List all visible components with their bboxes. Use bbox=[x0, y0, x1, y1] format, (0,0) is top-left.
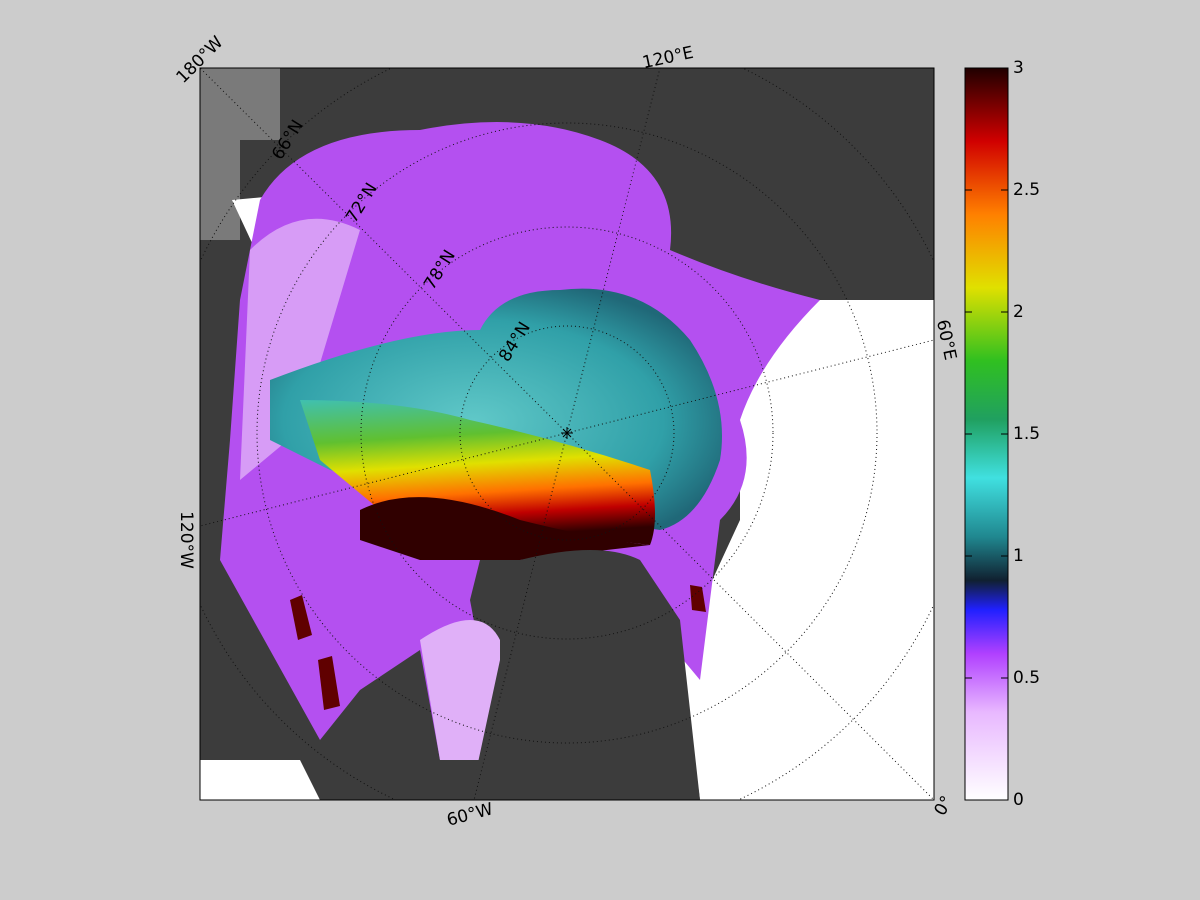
open-water bbox=[680, 300, 934, 800]
map bbox=[200, 68, 934, 800]
colorbar-ticks: 0 0.5 1 1.5 2 2.5 3 bbox=[965, 58, 1040, 810]
pole-marker bbox=[561, 427, 573, 439]
thin-ice bbox=[420, 620, 500, 760]
open-water bbox=[200, 760, 320, 800]
colorbar-tick-label: 0.5 bbox=[1013, 668, 1040, 688]
graticule bbox=[200, 68, 934, 800]
longitude-label: 60°E bbox=[932, 318, 960, 362]
colorbar-tick-label: 2 bbox=[1013, 302, 1024, 322]
greenland bbox=[470, 550, 700, 800]
map-frame bbox=[199, 67, 935, 801]
longitude-label: 120°W bbox=[176, 511, 196, 569]
longitude-label: 60°W bbox=[445, 799, 496, 831]
colorbar bbox=[964, 67, 1009, 801]
thickest-ice bbox=[360, 497, 650, 560]
colorbar-tick-label: 2.5 bbox=[1013, 180, 1040, 200]
colorbar-tick-label: 1.5 bbox=[1013, 424, 1040, 444]
colorbar-tick-label: 3 bbox=[1013, 58, 1024, 78]
longitude-label: 0° bbox=[931, 793, 958, 820]
colorbar-tick-label: 1 bbox=[1013, 546, 1024, 566]
outer-region bbox=[200, 68, 280, 240]
thick-ice bbox=[290, 585, 706, 710]
colorbar-tick-label: 0 bbox=[1013, 790, 1024, 810]
